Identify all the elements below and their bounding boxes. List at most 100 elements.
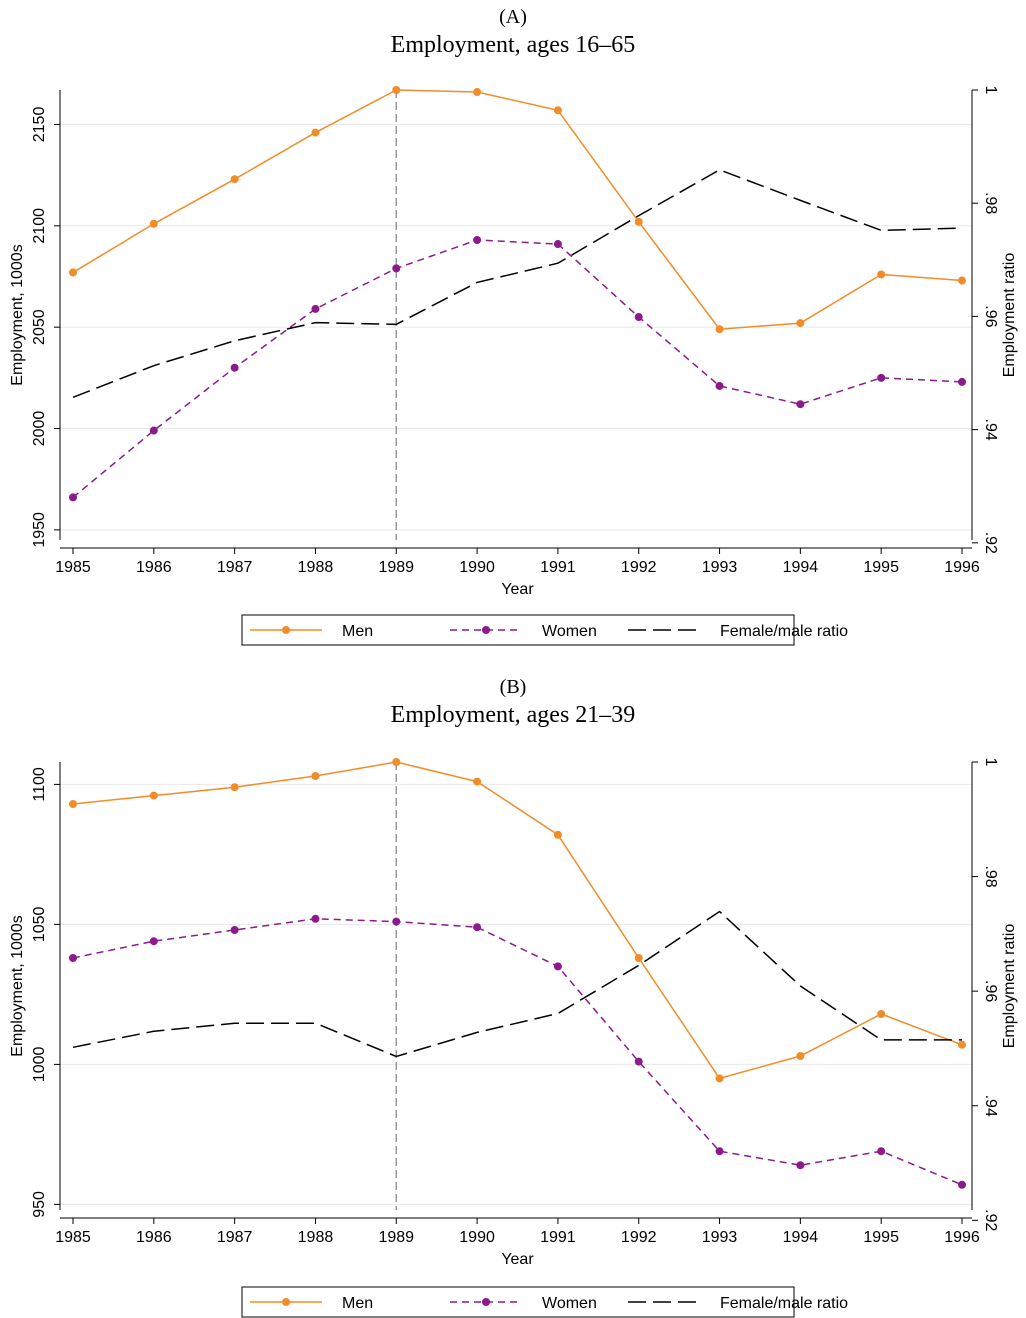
legend-marker — [482, 1298, 490, 1306]
x-tick-label: 1992 — [621, 1229, 657, 1246]
data-point-women — [230, 926, 239, 934]
data-point-women — [877, 373, 886, 382]
legend-label: Women — [542, 1295, 597, 1312]
y-tick-label: 950 — [31, 1191, 48, 1218]
x-tick-label: 1988 — [298, 559, 334, 576]
y-tick-label: 2000 — [31, 411, 48, 447]
x-tick-label: 1985 — [55, 559, 91, 576]
y-tick-label: 1950 — [31, 512, 48, 548]
data-point-women — [553, 240, 562, 249]
data-point-men — [392, 86, 401, 94]
data-point-men — [796, 1052, 805, 1060]
data-point-women — [715, 1147, 724, 1156]
x-tick-label: 1991 — [540, 559, 576, 576]
x-tick-label: 1988 — [298, 1229, 334, 1246]
x-tick-label: 1986 — [136, 1229, 172, 1246]
x-tick-label: 1989 — [378, 559, 414, 576]
data-point-men — [877, 1010, 886, 1018]
x-axis-title: Year — [501, 1251, 534, 1268]
x-tick-label: 1996 — [944, 559, 980, 576]
x-tick-label: 1994 — [783, 1229, 819, 1246]
data-point-men — [311, 772, 320, 780]
series-line-female-male-ratio — [72, 910, 962, 1058]
panel-a: (A) Employment, ages 16–65 1950 2000 2050 2… — [9, 6, 1018, 646]
data-point-women — [796, 400, 805, 409]
data-point-men — [877, 270, 886, 279]
y2-axis-title: Employment ratio — [1001, 924, 1018, 1049]
data-point-women — [958, 1180, 966, 1189]
y-tick-label: 1000 — [31, 1047, 48, 1083]
data-point-men — [230, 175, 239, 184]
x-tick-label: 1989 — [378, 1229, 414, 1246]
y2-tick-label: .96 — [982, 980, 999, 1002]
y2-tick-label: 1 — [982, 758, 999, 767]
x-tick-label: 1987 — [217, 559, 253, 576]
data-point-women — [958, 377, 966, 386]
x-tick-label: 1990 — [459, 559, 495, 576]
data-point-men — [634, 954, 643, 962]
data-point-men — [634, 217, 643, 226]
y2-tick-label: .92 — [982, 1209, 999, 1231]
x-tick-label: 1987 — [217, 1229, 253, 1246]
legend-label: Men — [342, 1295, 373, 1312]
data-point-women — [149, 426, 158, 435]
data-point-men — [69, 800, 77, 808]
y-axis-title: Employment, 1000s — [9, 915, 26, 1056]
data-point-women — [69, 493, 77, 502]
data-point-women — [392, 264, 401, 273]
legend-label: Women — [542, 623, 597, 640]
y-tick-label: 2050 — [31, 309, 48, 345]
x-tick-label: 1994 — [783, 559, 819, 576]
x-tick-label: 1995 — [863, 1229, 899, 1246]
y-tick-label: 2150 — [31, 107, 48, 143]
data-point-women — [69, 954, 77, 962]
data-point-men — [149, 791, 158, 800]
data-point-women — [230, 363, 239, 372]
data-point-women — [715, 381, 724, 390]
legend-marker — [482, 626, 490, 634]
data-point-men — [473, 777, 482, 786]
data-point-women — [392, 917, 401, 926]
y-tick-label: 1100 — [31, 767, 48, 802]
data-point-men — [715, 1074, 724, 1083]
chart-title: Employment, ages 16–65 — [390, 32, 636, 58]
x-tick-label: 1995 — [863, 559, 899, 576]
y2-tick-label: .98 — [982, 192, 999, 214]
y2-tick-label: .94 — [982, 1095, 999, 1117]
legend-marker — [282, 1298, 290, 1306]
data-point-men — [230, 783, 239, 792]
series-line-female-male-ratio — [72, 168, 963, 399]
x-tick-label: 1986 — [136, 559, 172, 576]
data-point-men — [553, 106, 562, 115]
panel-label: (B) — [499, 676, 527, 698]
series-line-women — [72, 239, 963, 499]
x-axis-title: Year — [501, 581, 534, 598]
data-point-women — [877, 1147, 886, 1156]
x-tick-label: 1991 — [540, 1229, 576, 1246]
data-point-women — [473, 923, 482, 932]
x-tick-label: 1985 — [55, 1229, 91, 1246]
chart-a: 1950 2000 2050 2100 2150 Employment, 1000s .92… — [9, 86, 1018, 646]
legend: Men Women Female/male ratio — [241, 614, 848, 646]
series-line-men — [72, 761, 963, 1080]
y2-axis-title: Employment ratio — [1001, 253, 1018, 378]
chart-title: Employment, ages 21–39 — [390, 702, 636, 728]
y2-tick-label: .94 — [982, 418, 999, 440]
legend-label: Female/male ratio — [720, 623, 848, 640]
y2-tick-label: 1 — [982, 86, 999, 95]
data-point-women — [553, 962, 562, 971]
data-point-women — [634, 1057, 643, 1066]
x-tick-label: 1996 — [944, 1229, 980, 1246]
data-point-men — [958, 1040, 966, 1049]
legend-box — [241, 614, 795, 646]
data-point-men — [796, 319, 805, 328]
data-point-women — [796, 1161, 805, 1170]
legend-box — [241, 1286, 795, 1318]
x-tick-label: 1992 — [621, 559, 657, 576]
data-point-men — [958, 276, 966, 285]
data-point-men — [473, 88, 482, 97]
data-point-men — [553, 830, 562, 839]
y2-tick-label: .96 — [982, 305, 999, 327]
data-point-men — [392, 758, 401, 766]
legend: Men Women Female/male ratio — [241, 1286, 848, 1318]
